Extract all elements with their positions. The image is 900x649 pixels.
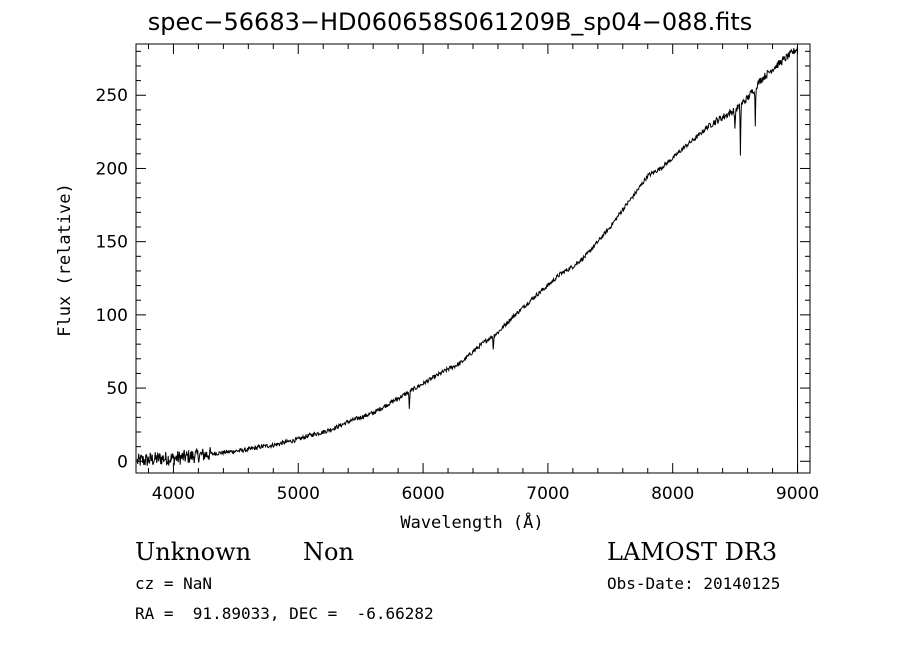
chart-title: spec−56683−HD060658S061209B_sp04−088.fit…	[147, 8, 753, 36]
x-tick-label: 5000	[277, 484, 320, 504]
plot-frame	[135, 43, 811, 474]
y-axis-label: Flux (relative)	[55, 183, 75, 337]
coordinates-text: RA = 91.89033, DEC = -6.66282	[135, 604, 434, 623]
object-subclass: Non	[303, 538, 354, 566]
y-tick-label: 150	[96, 233, 128, 253]
object-class: Unknown	[135, 538, 252, 566]
x-tick-label: 4000	[152, 484, 195, 504]
x-tick-label: 6000	[401, 484, 444, 504]
x-tick-label: 7000	[526, 484, 569, 504]
tick-labels: 4000 5000 6000 7000 8000 9000 0 50 100 150 200 250	[96, 86, 820, 504]
y-tick-label: 50	[106, 379, 128, 399]
y-tick-label: 100	[96, 306, 128, 326]
x-axis-label: Wavelength (Å)	[400, 511, 543, 533]
redshift-text: cz = NaN	[135, 574, 213, 593]
y-tick-label: 250	[96, 86, 128, 106]
survey-label: LAMOST DR3	[607, 538, 778, 566]
x-tick-label: 8000	[651, 484, 694, 504]
obs-date-text: Obs-Date: 20140125	[607, 574, 781, 593]
axis-ticks	[136, 44, 810, 473]
y-tick-label: 200	[96, 159, 128, 179]
y-tick-label: 0	[117, 452, 128, 472]
spectrum-line	[136, 47, 799, 472]
x-tick-label: 9000	[776, 484, 819, 504]
